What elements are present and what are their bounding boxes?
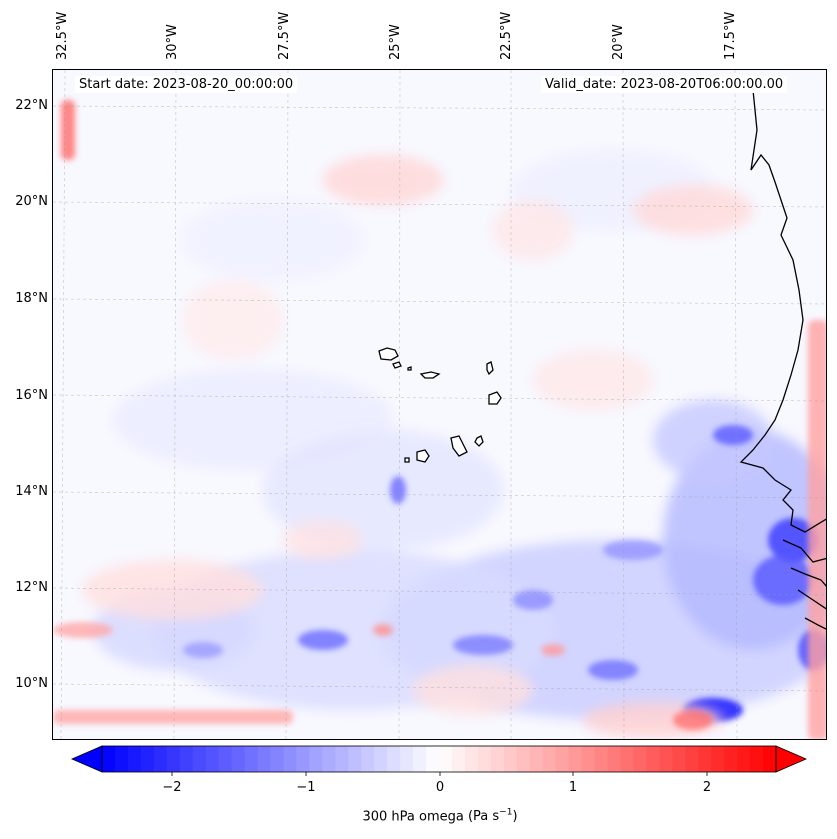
colorbar-segment: [205, 746, 220, 772]
colorbar-segment: [231, 746, 246, 772]
colorbar-segment: [763, 746, 777, 772]
colorbar-segment: [594, 746, 609, 772]
colorbar-segment: [244, 746, 259, 772]
colorbar-segment: [451, 746, 466, 772]
colorbar-tick-neg1: −1: [296, 780, 316, 795]
colorbar-segment: [503, 746, 518, 772]
strong-negative-cores: [183, 425, 826, 722]
colorbar-segment: [270, 746, 285, 772]
colorbar-segment: [685, 746, 699, 772]
colorbar-segment: [672, 746, 686, 772]
omega-field-map: [53, 70, 826, 739]
lat-label-20n: 20°N: [15, 194, 48, 209]
start-date-label: Start date: 2023-08-20_00:00:00: [75, 76, 298, 93]
island-santo-antao: [378, 347, 399, 361]
omega-map-panel[interactable]: [52, 69, 827, 740]
colorbar-units: (Pa s−1): [467, 808, 518, 825]
colorbar-segment: [620, 746, 635, 772]
colorbar-title: 300 hPa omega (Pa s−1): [0, 808, 837, 824]
island-santa-luzia: [407, 366, 412, 371]
colorbar-segment: [724, 746, 738, 772]
island-santiago: [450, 435, 468, 457]
colorbar-segment: [335, 746, 349, 772]
island-sao-nicolau: [419, 371, 441, 379]
lon-label-30w: 30°W: [165, 24, 180, 60]
island-boa-vista: [488, 391, 502, 405]
lon-label-32-5w: 32.5°W: [55, 11, 70, 60]
colorbar-segment: [192, 746, 207, 772]
colorbar-segment: [127, 746, 142, 772]
colorbar-segment: [374, 746, 388, 772]
colorbar-tick-neg2: −2: [162, 780, 182, 795]
colorbar-ticks: [171, 772, 708, 776]
colorbar-segment: [439, 746, 453, 772]
colorbar-segment: [698, 746, 712, 772]
lat-label-14n: 14°N: [15, 484, 48, 499]
colorbar-segment: [348, 746, 362, 772]
colorbar-segment: [750, 746, 764, 772]
colorbar-segment: [426, 746, 440, 772]
island-sao-vicente: [392, 361, 402, 369]
colorbar-segment: [516, 746, 531, 772]
lat-label-18n: 18°N: [15, 291, 48, 306]
colorbar-segment: [309, 746, 323, 772]
island-brava: [404, 457, 410, 463]
colorbar-tick-2: 2: [702, 780, 712, 795]
colorbar-segment: [581, 746, 596, 772]
colorbar-segment: [646, 746, 660, 772]
colorbar-right-extension: [775, 745, 808, 773]
strong-positive-cores: [53, 100, 826, 739]
colorbar-tick-1: 1: [568, 780, 578, 795]
colorbar-segment: [179, 746, 194, 772]
colorbar-segment: [413, 746, 427, 772]
colorbar-segment: [114, 746, 129, 772]
colorbar-segment: [257, 746, 272, 772]
colorbar-segment: [361, 746, 375, 772]
lon-label-25w: 25°W: [388, 24, 403, 60]
colorbar-segment: [555, 746, 570, 772]
colorbar-outline: [101, 745, 777, 773]
cape-verde-islands: [378, 347, 502, 463]
colorbar-segment: [218, 746, 233, 772]
colorbar-segment: [477, 746, 492, 772]
colorbar-segment: [711, 746, 725, 772]
colorbar-tick-0: 0: [435, 780, 445, 795]
colorbar-segment: [296, 746, 310, 772]
lon-label-17-5w: 17.5°W: [723, 11, 738, 60]
colorbar-segment: [322, 746, 336, 772]
colorbar-segment: [737, 746, 751, 772]
colorbar-segment: [102, 746, 116, 772]
lat-label-12n: 12°N: [15, 580, 48, 595]
colorbar-segment: [140, 746, 155, 772]
lon-label-20w: 20°W: [611, 24, 626, 60]
colorbar-segment: [542, 746, 557, 772]
lon-label-27-5w: 27.5°W: [277, 11, 292, 60]
colorbar-segment: [607, 746, 622, 772]
colorbar-segment: [153, 746, 168, 772]
colorbar-segment: [464, 746, 479, 772]
colorbar-variable: 300 hPa omega: [362, 809, 464, 825]
colorbar-segment: [166, 746, 181, 772]
colorbar-left-extension: [70, 745, 103, 773]
colorbar-segment: [568, 746, 583, 772]
colorbar-segment: [659, 746, 673, 772]
island-fogo: [416, 449, 430, 463]
colorbar-segments: [102, 746, 777, 772]
graticule-lines: [53, 70, 826, 739]
colorbar-segment: [283, 746, 298, 772]
colorbar-segment: [490, 746, 505, 772]
colorbar-segment: [529, 746, 544, 772]
valid-date-label: Valid_date: 2023-08-20T06:00:00.00: [541, 76, 788, 93]
island-sal: [486, 361, 494, 376]
lon-label-22-5w: 22.5°W: [499, 11, 514, 60]
colorbar-segment: [387, 746, 401, 772]
colorbar-segment: [633, 746, 647, 772]
island-maio: [474, 435, 484, 447]
colorbar: [70, 745, 808, 776]
lat-label-16n: 16°N: [15, 388, 48, 403]
africa-coastline: [739, 89, 826, 630]
colorbar-segment: [400, 746, 414, 772]
lat-label-22n: 22°N: [15, 98, 48, 113]
lat-label-10n: 10°N: [15, 676, 48, 691]
